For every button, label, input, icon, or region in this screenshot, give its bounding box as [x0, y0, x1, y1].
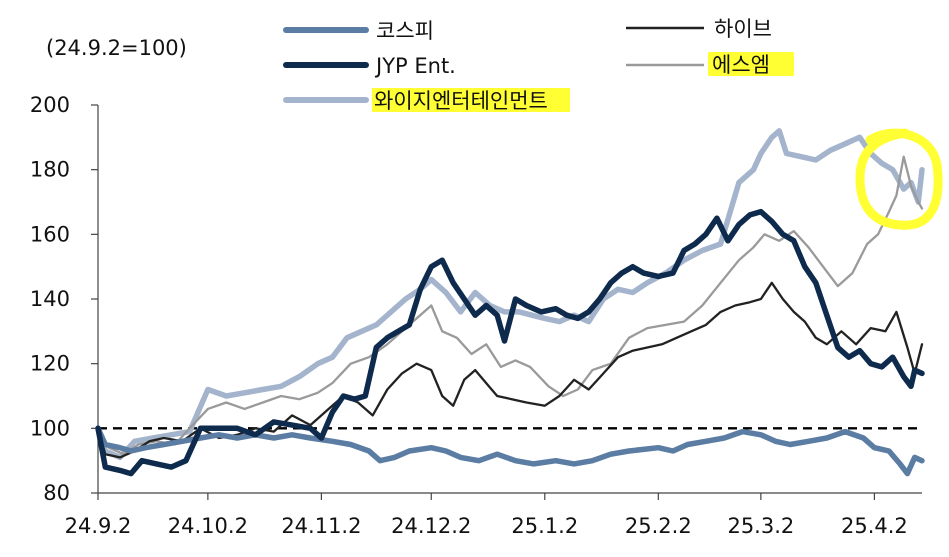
x-tick-label: 25.1.2	[511, 514, 578, 538]
legend-label-yg: 와이지엔터테인먼트	[374, 89, 548, 113]
y-tick-label: 180	[30, 158, 70, 182]
highlight-circle-annotation	[855, 128, 943, 230]
legend-item-hybe: 하이브	[626, 17, 772, 41]
series-line-0	[95, 425, 925, 477]
x-tick-label: 25.3.2	[727, 514, 794, 538]
y-tick-label: 140	[30, 287, 70, 311]
series-line-1	[95, 208, 925, 477]
legend: 코스피 JYP Ent. 와이지엔터테인먼트 하이브 에스엠	[283, 17, 794, 113]
y-tick-label: 120	[30, 352, 70, 376]
y-tick-label: 80	[43, 481, 70, 505]
y-tick-label: 200	[30, 93, 70, 117]
unit-note: (24.9.2=100)	[46, 36, 187, 60]
legend-label-kospi: 코스피	[376, 19, 434, 43]
x-tick-label: 25.4.2	[841, 514, 908, 538]
legend-label-hybe: 하이브	[714, 17, 772, 41]
series-line-4	[95, 128, 925, 461]
legend-highlight-sm	[708, 52, 794, 76]
legend-item-jyp: JYP Ent.	[283, 54, 456, 78]
y-tick-label: 100	[30, 416, 70, 440]
x-tick-label: 24.12.2	[391, 514, 471, 538]
x-tick-label: 25.2.2	[625, 514, 692, 538]
y-axis: 80 100 120 140 160 180 200	[30, 93, 99, 505]
x-tick-label: 24.11.2	[281, 514, 361, 538]
y-tick-label: 160	[30, 222, 70, 246]
series-group	[95, 128, 925, 477]
legend-item-sm: 에스엠	[626, 52, 794, 77]
legend-item-yg: 와이지엔터테인먼트	[283, 88, 570, 113]
legend-label-jyp: JYP Ent.	[374, 54, 456, 78]
x-axis: 24.9.2 24.10.2 24.11.2 24.12.2 25.1.2 25.2.2 2…	[65, 492, 922, 538]
x-tick-label: 24.9.2	[65, 514, 132, 538]
legend-highlight-yg	[372, 88, 570, 112]
series-line-2	[96, 281, 924, 459]
legend-item-kospi: 코스피	[283, 19, 434, 43]
series-line-3	[96, 155, 924, 456]
legend-label-sm: 에스엠	[712, 53, 770, 77]
x-tick-label: 24.10.2	[168, 514, 248, 538]
